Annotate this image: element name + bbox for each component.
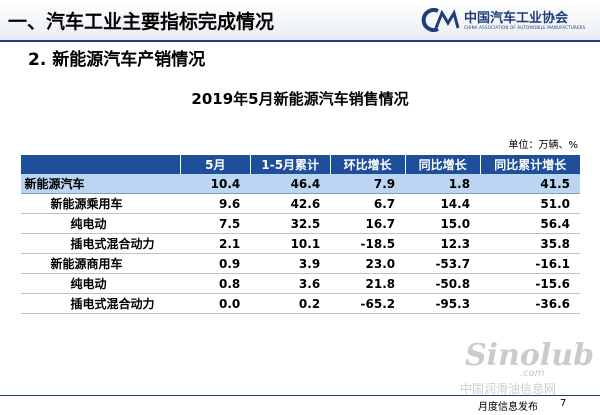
cell-value: 14.4 <box>405 193 481 214</box>
logo-english: CHINA ASSOCIATION OF AUTOMOBILE MANUFACT… <box>464 25 586 30</box>
cell-value: 46.4 <box>250 174 331 194</box>
column-header: 5月 <box>179 155 251 174</box>
row-label: 纯电动 <box>20 273 181 294</box>
cell-value: -16.1 <box>480 253 580 274</box>
cell-value: 35.8 <box>480 233 580 254</box>
cell-value: 10.1 <box>250 233 331 254</box>
header-row: 5月 1-5月累计 环比增长 同比增长 同比累计增长 <box>20 155 580 174</box>
column-header: 同比累计增长 <box>479 155 580 174</box>
cell-value: 12.3 <box>405 233 481 254</box>
logo-mark <box>421 8 460 32</box>
cell-value: 41.5 <box>480 174 580 194</box>
cell-value: 51.0 <box>480 193 580 214</box>
header-bar <box>0 0 600 42</box>
row-label: 新能源乘用车 <box>20 193 181 214</box>
cell-value: 0.9 <box>180 253 251 274</box>
table-row: 纯电动 7.5 32.5 16.7 15.0 56.4 <box>20 213 580 234</box>
cell-value: 0.0 <box>180 293 251 314</box>
page-number: 7 <box>560 398 567 409</box>
unit-note: 单位：万辆、% <box>508 140 578 151</box>
row-label: 插电式混合动力 <box>20 233 181 254</box>
cell-value: 7.9 <box>330 174 406 194</box>
row-label: 插电式混合动力 <box>20 293 181 314</box>
cell-value: 6.7 <box>330 193 406 214</box>
footer-line <box>0 395 600 396</box>
cell-value: 21.8 <box>330 273 406 294</box>
cell-value: 10.4 <box>180 174 251 194</box>
table-row: 新能源乘用车 9.6 42.6 6.7 14.4 51.0 <box>20 193 580 214</box>
column-header <box>20 155 181 174</box>
column-header: 同比增长 <box>404 155 481 174</box>
cell-value: 42.6 <box>250 193 331 214</box>
cell-value: -15.6 <box>480 273 580 294</box>
cell-value: 15.0 <box>405 213 481 234</box>
cell-value: -50.8 <box>405 273 481 294</box>
watermark-brand: Sinolub <box>465 338 595 373</box>
watermark-domain: .com <box>520 368 545 379</box>
watermark-name: 中国润滑油信息网 <box>460 382 557 396</box>
cell-value: 2.1 <box>180 233 251 254</box>
row-label: 新能源汽车 <box>20 174 181 194</box>
logo-name: 中国汽车工业协会 <box>464 11 569 26</box>
section-subtitle: 2. 新能源汽车产销情况 <box>28 50 206 70</box>
cell-value: 1.8 <box>405 174 481 194</box>
slide-title: 一、汽车工业主要指标完成情况 <box>8 11 275 33</box>
table-title: 2019年5月新能源汽车销售情况 <box>191 90 409 108</box>
cell-value: 0.2 <box>250 293 331 314</box>
row-label: 纯电动 <box>20 213 181 234</box>
cell-value: 3.9 <box>250 253 331 274</box>
table-row: 新能源汽车 10.4 46.4 7.9 1.8 41.5 <box>20 174 580 194</box>
cell-value: -65.2 <box>330 293 406 314</box>
column-header: 1-5月累计 <box>249 155 331 174</box>
cell-value: -95.3 <box>405 293 481 314</box>
cell-value: 0.8 <box>180 273 251 294</box>
cell-value: 9.6 <box>180 193 251 214</box>
row-label: 新能源商用车 <box>20 253 181 274</box>
cell-value: 23.0 <box>330 253 406 274</box>
cell-value: 7.5 <box>180 213 251 234</box>
column-header: 环比增长 <box>329 155 406 174</box>
table-row: 插电式混合动力 2.1 10.1 -18.5 12.3 35.8 <box>20 233 580 254</box>
cell-value: -36.6 <box>480 293 580 314</box>
table-row: 新能源商用车 0.9 3.9 23.0 -53.7 -16.1 <box>20 253 580 274</box>
table-row: 插电式混合动力 0.0 0.2 -65.2 -95.3 -36.6 <box>20 293 580 314</box>
cell-value: -53.7 <box>405 253 481 274</box>
cell-value: 32.5 <box>250 213 331 234</box>
cell-value: 3.6 <box>250 273 331 294</box>
cell-value: -18.5 <box>330 233 406 254</box>
cell-value: 16.7 <box>330 213 406 234</box>
sales-table: 5月 1-5月累计 环比增长 同比增长 同比累计增长 新能源汽车 10.4 46.4 7.9 1… <box>20 155 580 314</box>
footer-text: 月度信息发布 <box>478 402 538 413</box>
cell-value: 56.4 <box>480 213 580 234</box>
table-row: 纯电动 0.8 3.6 21.8 -50.8 -15.6 <box>20 273 580 294</box>
